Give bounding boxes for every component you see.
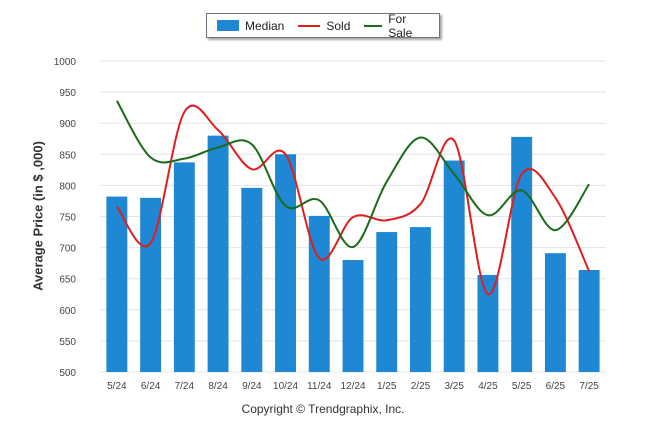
- x-tick-label: 6/24: [141, 381, 161, 392]
- y-tick-label: 850: [59, 150, 76, 161]
- median-bar: [477, 274, 499, 372]
- median-bar: [511, 136, 533, 372]
- legend-label-sold: Sold: [326, 18, 351, 33]
- x-tick-label: 8/24: [208, 381, 228, 392]
- y-tick-label: 500: [59, 368, 76, 379]
- y-tick-label: 700: [59, 244, 76, 255]
- y-tick-label: 550: [59, 337, 76, 348]
- median-bar: [443, 160, 465, 372]
- legend-item-for-sale[interactable]: For Sale: [364, 12, 425, 40]
- median-bar: [376, 232, 398, 372]
- x-tick-label: 7/24: [175, 381, 195, 392]
- y-axis-ticks: 500 550 600 650 700 750 800 850 900 950 1000: [54, 57, 77, 379]
- median-bar: [241, 187, 263, 372]
- y-tick-label: 900: [59, 119, 76, 130]
- for-sale-swatch: [364, 24, 383, 27]
- x-tick-label: 12/24: [340, 381, 365, 392]
- median-bar: [578, 269, 600, 372]
- y-axis-label: Average Price (in $ ,000): [30, 141, 46, 291]
- x-tick-label: 3/25: [444, 381, 464, 392]
- median-bar: [173, 162, 195, 372]
- x-tick-label: 11/24: [307, 381, 332, 392]
- median-bar: [410, 227, 431, 372]
- x-axis-ticks: 5/24 6/24 7/24 8/24 9/24 10/24 11/24 12/24 1/25 2…: [107, 381, 599, 392]
- median-swatch: [217, 20, 239, 31]
- x-tick-label: 6/25: [546, 381, 566, 392]
- median-bars: [106, 135, 600, 372]
- median-bar: [308, 215, 330, 372]
- x-tick-label: 2/25: [411, 381, 431, 392]
- x-tick-label: 10/24: [273, 381, 298, 392]
- legend-item-sold[interactable]: Sold: [298, 19, 350, 33]
- series-lines: [116, 100, 591, 296]
- y-tick-label: 1000: [54, 57, 77, 68]
- sold-swatch: [298, 24, 321, 27]
- median-bar: [106, 196, 128, 372]
- y-tick-label: 950: [59, 88, 76, 99]
- y-tick-label: 600: [59, 306, 76, 317]
- x-tick-label: 5/24: [107, 381, 127, 392]
- legend-label-for-sale: For Sale: [388, 11, 413, 40]
- median-bar: [140, 197, 162, 372]
- copyright-text: Copyright © Trendgraphix, Inc.: [241, 402, 405, 416]
- x-tick-label: 5/25: [512, 381, 532, 392]
- y-tick-label: 750: [59, 213, 76, 224]
- x-tick-label: 1/25: [377, 381, 397, 392]
- y-tick-label: 650: [59, 275, 76, 286]
- median-bar: [544, 253, 566, 372]
- for-sale-line: [116, 100, 590, 248]
- median-bar: [207, 135, 229, 372]
- legend: Median Sold For Sale: [206, 12, 440, 40]
- sold-line: [116, 104, 591, 296]
- x-tick-label: 7/25: [579, 381, 599, 392]
- median-bar: [342, 260, 364, 372]
- x-tick-label: 9/24: [242, 381, 262, 392]
- y-tick-label: 800: [59, 181, 76, 192]
- legend-item-median[interactable]: Median: [217, 19, 284, 33]
- median-bar: [275, 154, 296, 372]
- x-tick-label: 4/25: [478, 381, 498, 392]
- legend-label-median: Median: [245, 18, 285, 33]
